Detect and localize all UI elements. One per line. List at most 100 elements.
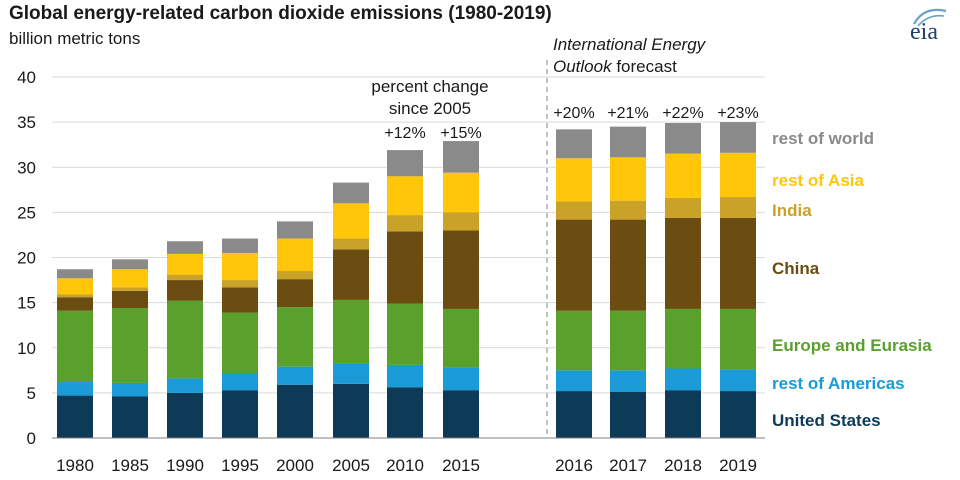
bar-1980-rest-of-asia <box>57 278 93 295</box>
x-tick-label-2017: 2017 <box>609 456 647 475</box>
bar-1985-rest-of-americas <box>112 382 148 397</box>
bar-1995-india <box>222 280 258 288</box>
bar-1985-india <box>112 287 148 291</box>
bar-2016-china <box>556 219 592 311</box>
bar-2019-united-states <box>720 391 756 438</box>
bar-2017-china <box>610 219 646 311</box>
bar-2000-united-states <box>277 384 313 438</box>
bar-2018-rest-of-americas <box>665 368 701 391</box>
y-tick-label-15: 15 <box>17 294 36 313</box>
bar-2017-united-states <box>610 391 646 438</box>
bar-2015-china <box>443 230 479 309</box>
bar-2015-rest-of-world <box>443 141 479 173</box>
legend-rest-of-world: rest of world <box>772 129 874 148</box>
percent-change-label-2010: +12% <box>384 125 425 142</box>
annotation-since-2005: since 2005 <box>389 99 471 118</box>
bar-2010-europe-and-eurasia <box>387 303 423 365</box>
bar-2015-europe-and-eurasia <box>443 308 479 368</box>
bar-2017-europe-and-eurasia <box>610 310 646 371</box>
bar-2019-china <box>720 217 756 309</box>
percent-change-label-2016: +20% <box>553 105 594 122</box>
percent-change-label-2019: +23% <box>717 105 758 122</box>
forecast-label-forecast: forecast <box>612 57 677 76</box>
y-tick-label-20: 20 <box>17 249 36 268</box>
eia-logo-text: eia <box>910 19 938 45</box>
bar-1990-india <box>167 274 203 281</box>
y-tick-label-30: 30 <box>17 158 36 177</box>
bar-2005-rest-of-asia <box>333 203 369 239</box>
bar-1995-rest-of-world <box>222 238 258 253</box>
bar-2019-rest-of-world <box>720 122 756 153</box>
annotation-percent-change: percent change <box>371 77 488 96</box>
y-axis-unit-label: billion metric tons <box>9 29 141 48</box>
x-tick-label-2019: 2019 <box>719 456 757 475</box>
x-tick-label-2016: 2016 <box>555 456 593 475</box>
forecast-label-line2: Outlook forecast <box>553 57 677 76</box>
bar-2016-rest-of-americas <box>556 370 592 392</box>
bar-2015-india <box>443 212 479 231</box>
bar-2010-rest-of-americas <box>387 364 423 388</box>
forecast-label-line1: International Energy <box>553 35 707 54</box>
bar-2016-united-states <box>556 391 592 438</box>
bar-2017-rest-of-asia <box>610 157 646 201</box>
bar-1995-rest-of-americas <box>222 373 258 391</box>
bar-2017-rest-of-world <box>610 126 646 158</box>
bar-2016-india <box>556 201 592 220</box>
y-tick-label-40: 40 <box>17 68 36 87</box>
x-tick-label-2000: 2000 <box>276 456 314 475</box>
bar-2018-rest-of-world <box>665 123 701 154</box>
bar-2005-europe-and-eurasia <box>333 299 369 364</box>
bar-2000-rest-of-americas <box>277 366 313 385</box>
bar-2019-india <box>720 197 756 218</box>
x-tick-label-2010: 2010 <box>386 456 424 475</box>
percent-change-label-2015: +15% <box>440 125 481 142</box>
y-tick-label-0: 0 <box>27 429 36 448</box>
bar-1995-china <box>222 287 258 313</box>
bar-2019-rest-of-americas <box>720 369 756 392</box>
eia-logo: eia <box>910 8 947 45</box>
bar-1980-united-states <box>57 395 93 438</box>
bar-2017-india <box>610 200 646 220</box>
y-tick-label-10: 10 <box>17 339 36 358</box>
bar-2018-united-states <box>665 390 701 438</box>
bar-1990-china <box>167 280 203 301</box>
bar-2000-rest-of-asia <box>277 238 313 272</box>
bar-2000-rest-of-world <box>277 221 313 239</box>
bar-2017-rest-of-americas <box>610 370 646 392</box>
bar-2000-india <box>277 271 313 280</box>
bar-2010-united-states <box>387 387 423 438</box>
bar-1985-europe-and-eurasia <box>112 308 148 383</box>
bar-1990-europe-and-eurasia <box>167 300 203 379</box>
bar-1990-rest-of-world <box>167 241 203 254</box>
bar-1995-europe-and-eurasia <box>222 312 258 374</box>
x-tick-label-1995: 1995 <box>221 456 259 475</box>
legend-rest-of-asia: rest of Asia <box>772 171 865 190</box>
bar-2005-rest-of-world <box>333 182 369 204</box>
x-tick-label-1980: 1980 <box>56 456 94 475</box>
bar-1985-rest-of-world <box>112 259 148 270</box>
bar-2015-rest-of-americas <box>443 367 479 391</box>
bar-1990-rest-of-americas <box>167 378 203 393</box>
bar-2016-europe-and-eurasia <box>556 310 592 371</box>
bar-2015-united-states <box>443 390 479 438</box>
bar-2005-china <box>333 249 369 300</box>
bar-1985-china <box>112 290 148 309</box>
bar-2005-india <box>333 238 369 250</box>
bar-2005-united-states <box>333 383 369 438</box>
bar-1980-rest-of-world <box>57 269 93 279</box>
bar-2019-europe-and-eurasia <box>720 308 756 370</box>
chart-title: Global energy-related carbon dioxide emi… <box>9 3 552 24</box>
bar-2016-rest-of-asia <box>556 158 592 202</box>
forecast-label-outlook: Outlook <box>553 57 613 76</box>
legend-china: China <box>772 259 820 278</box>
legend-rest-of-americas: rest of Americas <box>772 374 905 393</box>
bar-1990-united-states <box>167 392 203 438</box>
bar-2000-china <box>277 279 313 308</box>
legend-india: India <box>772 201 812 220</box>
x-tick-label-1990: 1990 <box>166 456 204 475</box>
bar-2010-rest-of-asia <box>387 176 423 216</box>
legend-united-states: United States <box>772 411 881 430</box>
bar-2010-china <box>387 231 423 304</box>
bar-2010-rest-of-world <box>387 150 423 177</box>
